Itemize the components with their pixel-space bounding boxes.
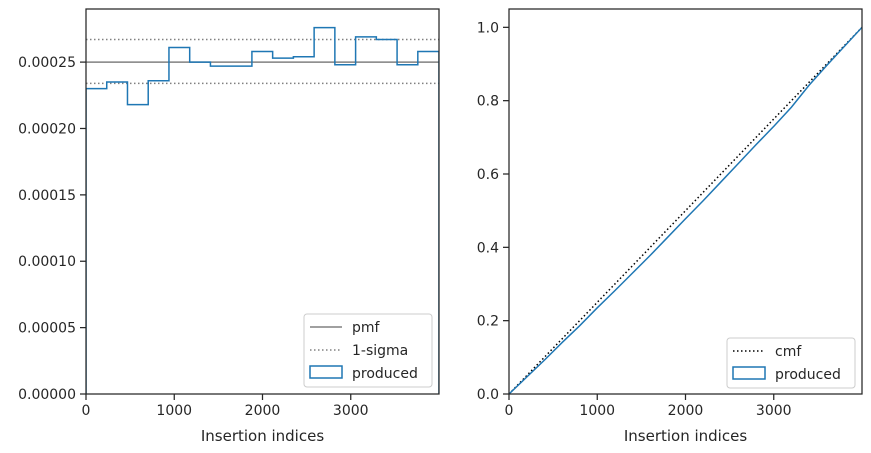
pmf-y-tick-label: 0.00010	[18, 254, 76, 270]
pmf-x-tick-label: 2000	[245, 403, 281, 419]
pmf-legend-label-produced: produced	[352, 366, 418, 382]
pmf-y-tick-label: 0.00015	[18, 188, 76, 204]
cmf-y-tick-label: 0.6	[477, 167, 499, 183]
cmf-series-produced	[509, 26, 862, 394]
pmf-y-tick-label: 0.00025	[18, 55, 76, 71]
cmf-y-tick-label: 0.0	[477, 387, 499, 403]
pmf-ticks: 0 1000 2000 3000 0.00000 0.00005 0.00010 0.0001…	[18, 55, 368, 419]
cmf-y-tick-label: 1.0	[477, 20, 499, 36]
pmf-legend-label-1-sigma: 1-sigma	[352, 343, 408, 359]
cmf-y-tick-label: 0.8	[477, 94, 499, 110]
pmf-y-tick-label: 0.00020	[18, 121, 76, 137]
pmf-series-produced	[86, 26, 439, 394]
pmf-legend: pmf 1-sigma produced	[303, 313, 433, 388]
pmf-y-tick-label: 0.00000	[18, 387, 76, 403]
cmf-legend-handle-produced	[732, 366, 766, 380]
cmf-y-tick-label: 0.4	[477, 240, 499, 256]
pmf-plot-area	[86, 26, 439, 394]
cmf-x-tick-label: 2000	[668, 403, 704, 419]
pmf-x-axis-label: Insertion indices	[201, 427, 324, 445]
pmf-legend-box	[303, 313, 433, 388]
cmf-legend-label-produced: produced	[775, 367, 841, 383]
cmf-ticks: 0 1000 2000 3000 0.0 0.2 0.4 0.6 0.8 1.0	[477, 20, 792, 419]
cmf-x-tick-label: 1000	[579, 403, 615, 419]
cmf-x-axis-label: Insertion indices	[624, 427, 747, 445]
cmf-x-tick-label: 3000	[756, 403, 792, 419]
pmf-x-tick-label: 3000	[333, 403, 369, 419]
pmf-legend-handle-produced	[309, 365, 343, 379]
cmf-axes-frame	[508, 8, 863, 395]
cmf-y-tick-label: 0.2	[477, 314, 499, 330]
pmf-y-tick-label: 0.00005	[18, 321, 76, 337]
cmf-plot-area	[509, 26, 862, 394]
cmf-legend-box	[726, 337, 856, 389]
cmf-legend-label-cmf: cmf	[775, 344, 802, 360]
pmf-x-tick-label: 0	[82, 403, 91, 419]
cmf-panel: 0 1000 2000 3000 0.0 0.2 0.4 0.6 0.8 1.0 Insertio…	[477, 8, 863, 445]
pmf-panel: 0 1000 2000 3000 0.00000 0.00005 0.00010 0.0001…	[18, 8, 440, 445]
pmf-legend-label-pmf: pmf	[352, 320, 381, 336]
cmf-x-tick-label: 0	[505, 403, 514, 419]
cmf-legend: cmf produced	[726, 337, 856, 389]
pmf-x-tick-label: 1000	[156, 403, 192, 419]
cmf-series-cmf	[509, 26, 862, 394]
